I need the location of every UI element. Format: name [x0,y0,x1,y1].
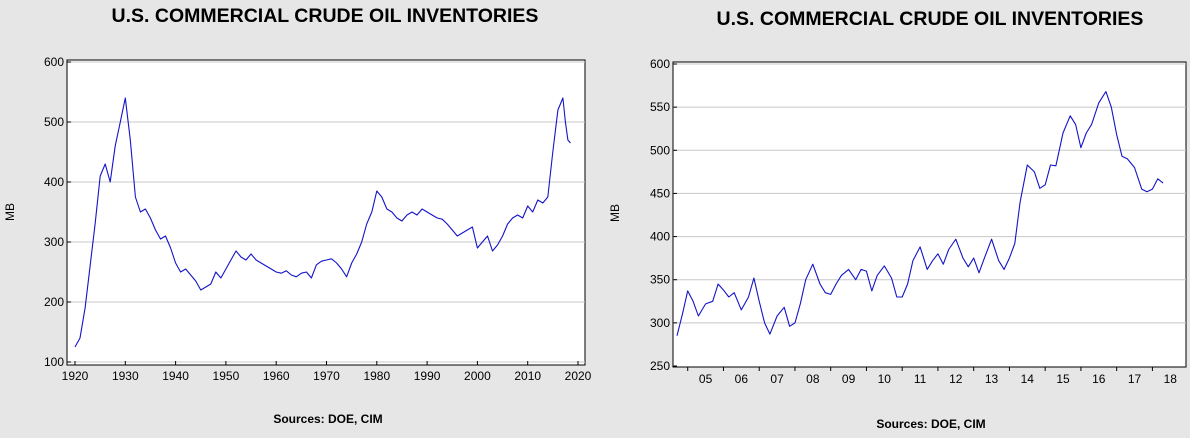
y-tick-label: 300 [44,235,64,249]
plot-area [672,61,1187,368]
plot-area [66,59,586,366]
source-note: Sources: DOE, CIM [876,417,985,431]
x-tick-label: 12 [949,372,963,386]
x-tick-label: 08 [806,372,820,386]
x-tick-label: 18 [1164,372,1178,386]
x-tick-label: 1950 [213,369,240,383]
x-tick-label: 10 [878,372,892,386]
x-tick-label: 1990 [414,369,441,383]
x-tick-label: 1970 [313,369,340,383]
x-tick-label: 1940 [162,369,189,383]
x-tick-label: 14 [1021,372,1035,386]
y-tick-label: 350 [650,273,670,287]
x-tick-label: 1920 [62,369,89,383]
x-tick-label: 05 [699,372,713,386]
y-tick-label: 600 [44,55,64,69]
x-tick-label: 1980 [363,369,390,383]
chart-title: U.S. COMMERCIAL CRUDE OIL INVENTORIES [717,8,1144,30]
x-tick-label: 17 [1128,372,1142,386]
x-tick-label: 1930 [112,369,139,383]
x-tick-label: 16 [1092,372,1106,386]
x-tick-label: 07 [770,372,784,386]
chart-2: U.S. COMMERCIAL CRUDE OIL INVENTORIES 250… [608,8,1187,431]
y-tick-label: 500 [44,115,64,129]
y-axis-label: MB [608,204,622,222]
chart-1: U.S. COMMERCIAL CRUDE OIL INVENTORIES 100… [3,5,592,426]
series-line [676,91,1164,336]
x-tick-label: 2010 [514,369,541,383]
y-tick-label: 400 [44,175,64,189]
x-tick-label: 06 [735,372,749,386]
y-axis-label: MB [3,203,17,221]
y-tick-label: 550 [650,100,670,114]
x-tick-label: 09 [842,372,856,386]
x-tick-label: 11 [914,372,927,386]
x-tick-label: 1960 [263,369,290,383]
y-tick-label: 200 [44,295,64,309]
x-tick-label: 15 [1056,372,1070,386]
y-tick-label: 500 [650,143,670,157]
x-tick-label: 2020 [565,369,592,383]
x-tick-label: 2000 [464,369,491,383]
y-tick-label: 400 [650,230,670,244]
y-tick-label: 300 [650,316,670,330]
y-tick-label: 450 [650,186,670,200]
y-tick-label: 600 [650,57,670,71]
y-tick-label: 250 [650,359,670,373]
x-tick-label: 13 [985,372,999,386]
y-tick-label: 100 [44,355,64,369]
series-line [74,97,571,348]
chart-title: U.S. COMMERCIAL CRUDE OIL INVENTORIES [112,5,539,27]
source-note: Sources: DOE, CIM [273,412,382,426]
